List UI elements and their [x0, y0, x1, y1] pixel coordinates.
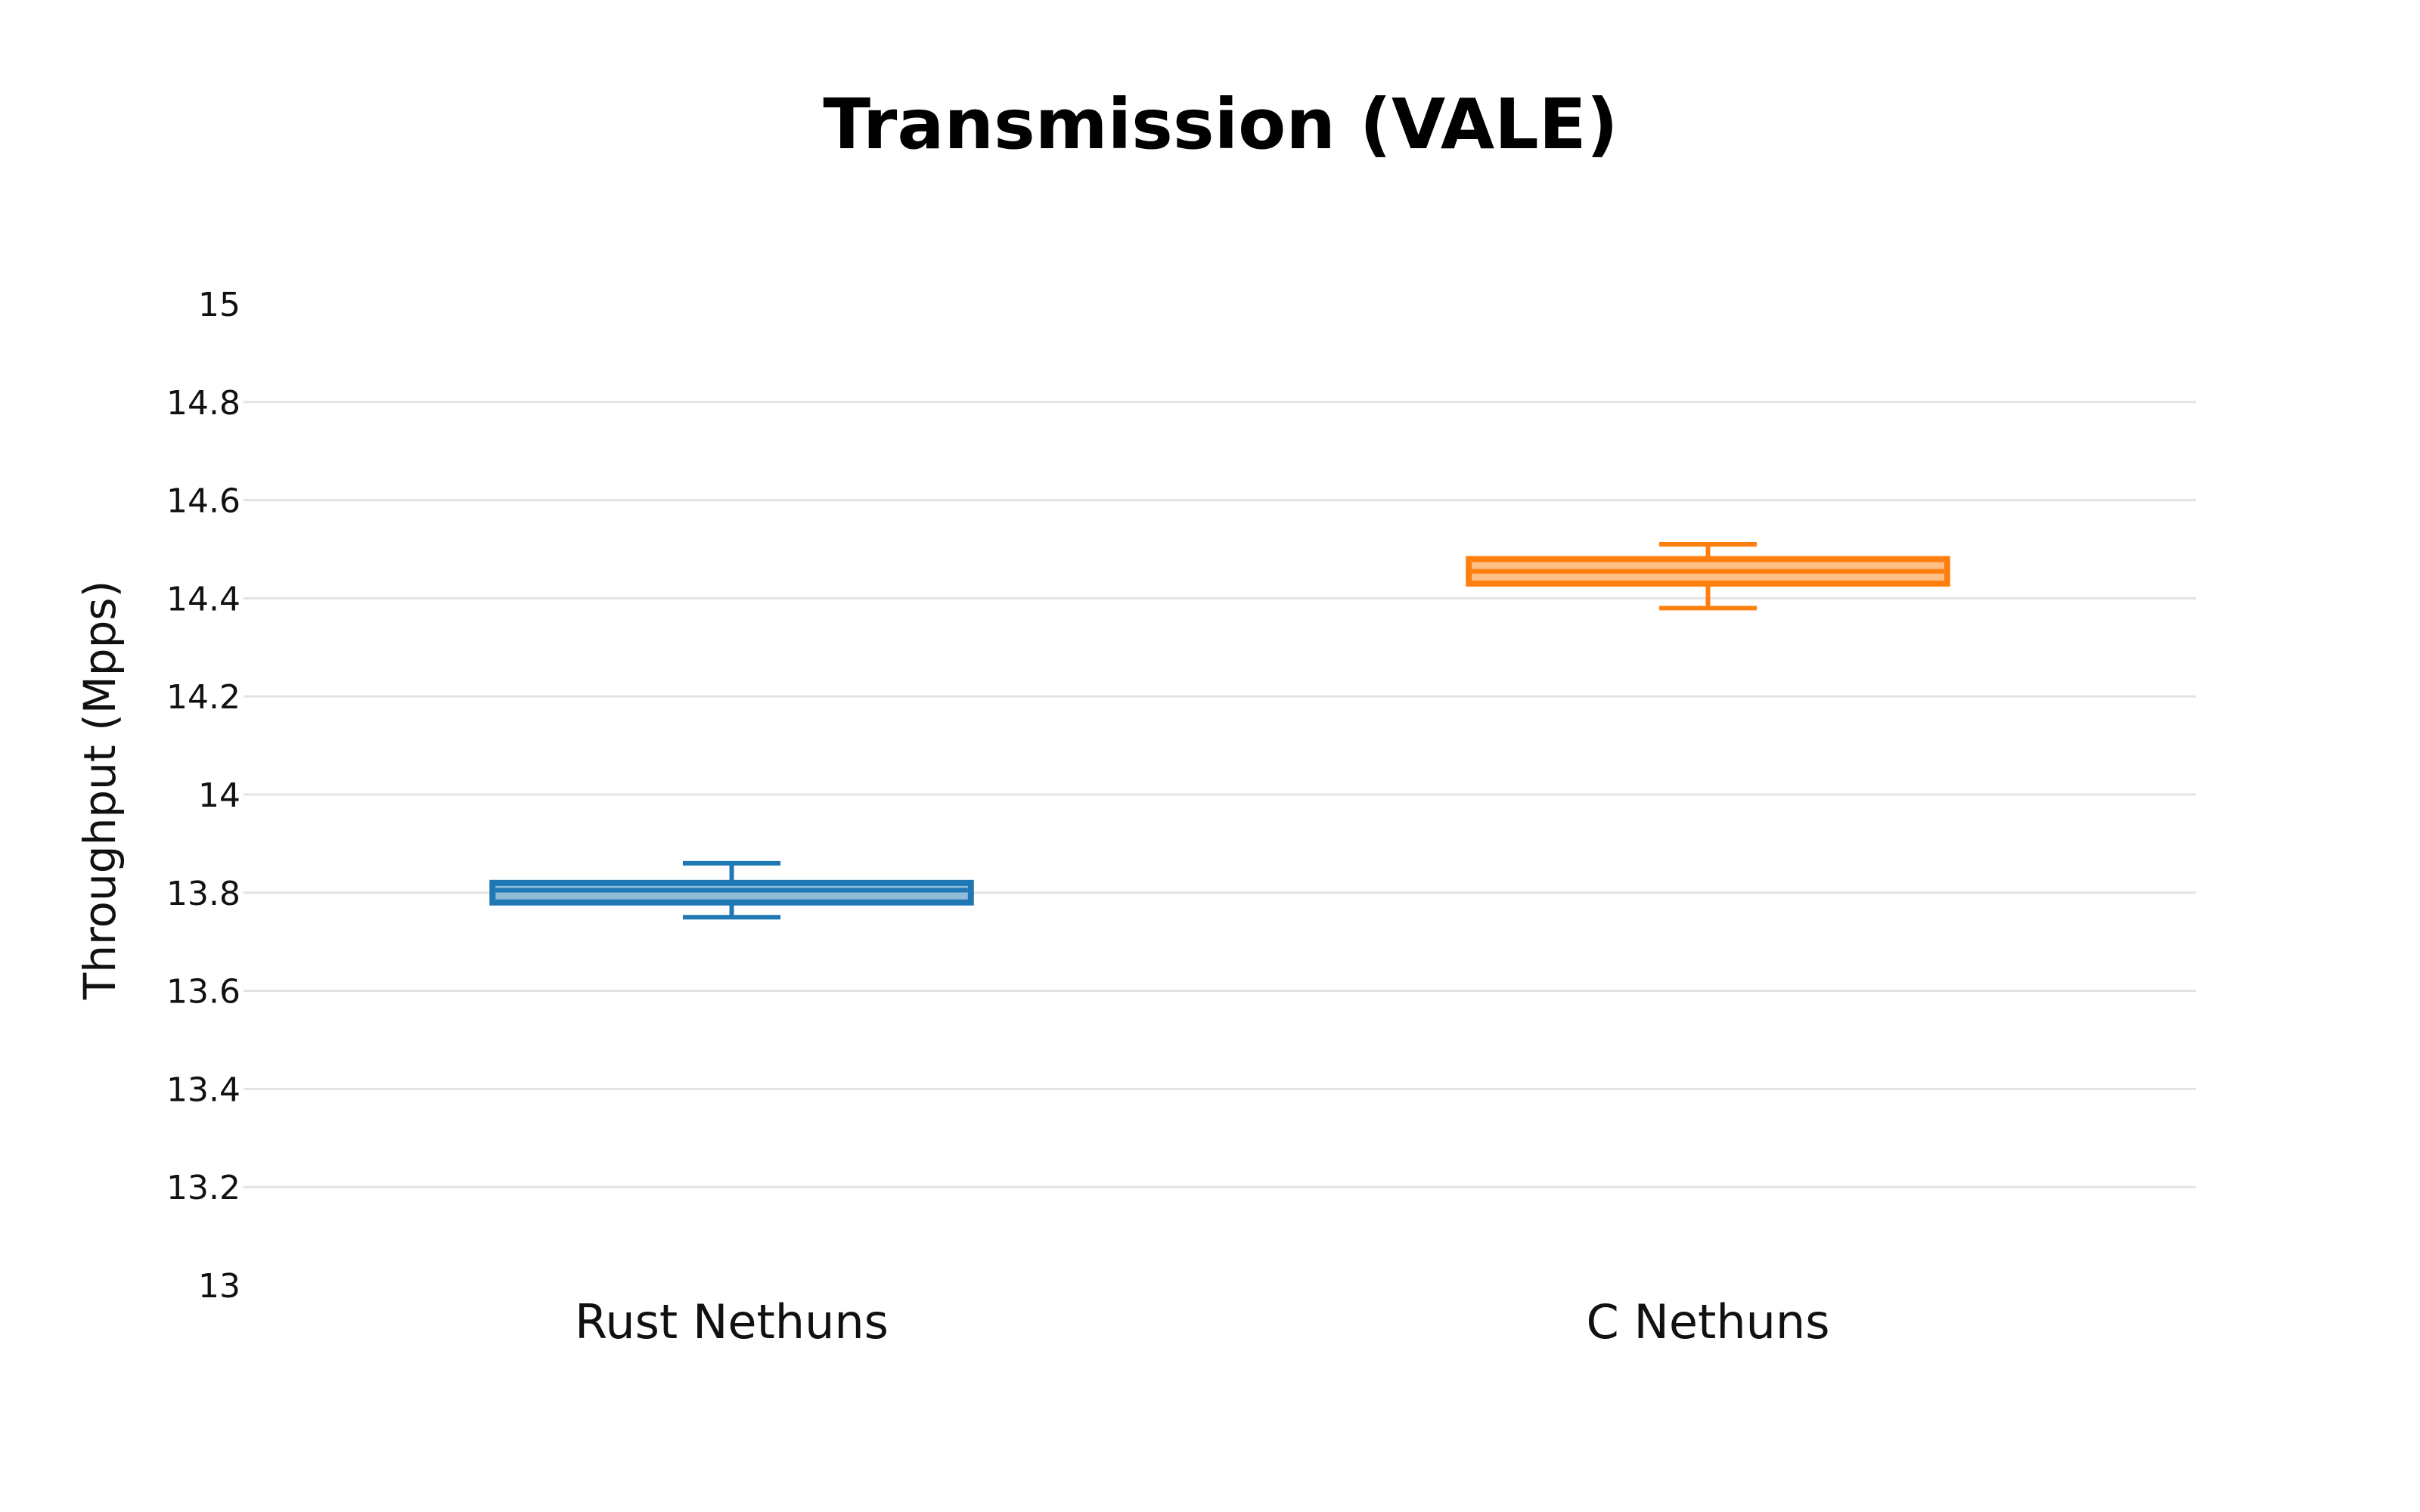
x-category-label: Rust Nethuns: [575, 1294, 889, 1349]
y-tick-label: 14.2: [166, 678, 240, 717]
y-tick-label: 13.8: [166, 875, 240, 913]
y-tick-label: 13.6: [166, 973, 240, 1012]
y-axis-title: Throughput (Mpps): [74, 581, 126, 1000]
y-tick-label: 15: [198, 286, 240, 324]
y-axis-ticks: 13 13.2 13.4 13.6 13.8 14 14.2 14.4 14.6 14.8 15: [166, 286, 240, 1306]
y-tick-label: 14.8: [166, 384, 240, 423]
boxes: [489, 542, 1950, 920]
box-rust-nethuns: [489, 860, 974, 920]
gridlines: [244, 401, 2196, 1188]
y-tick-label: 13.2: [166, 1169, 240, 1207]
y-tick-label: 14.6: [166, 482, 240, 521]
y-tick-label: 13.4: [166, 1070, 240, 1109]
chart-title: Transmission (VALE): [823, 84, 1618, 165]
y-tick-label: 13: [198, 1267, 240, 1306]
box-c-nethuns: [1466, 542, 1950, 611]
iqr-box: [489, 879, 974, 906]
x-category-label: C Nethuns: [1586, 1294, 1829, 1349]
y-tick-label: 14.4: [166, 580, 240, 618]
x-axis-categories: Rust Nethuns C Nethuns: [575, 1294, 1829, 1349]
y-tick-label: 14: [198, 776, 240, 815]
